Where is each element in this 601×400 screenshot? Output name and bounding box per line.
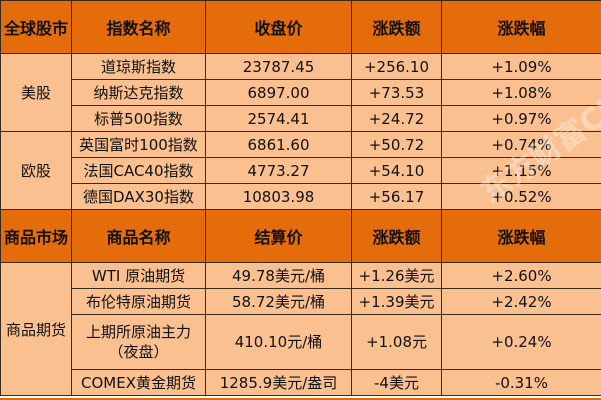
commodity-name: 布伦特原油期货 bbox=[71, 288, 206, 315]
header-row: 全球股市 指数名称 收盘价 涨跌额 涨跌幅 bbox=[0, 0, 601, 54]
index-name: 道琼斯指数 bbox=[71, 53, 206, 80]
change-percent: +1.08% bbox=[441, 79, 601, 106]
table-row: 美股 道琼斯指数 23787.45 +256.10 +1.09% bbox=[0, 53, 601, 132]
table-row: 标普500指数 2574.41 +24.72 +0.97% bbox=[1, 105, 601, 132]
column-header: 涨跌幅 bbox=[441, 209, 601, 263]
column-header: 指数名称 bbox=[71, 0, 206, 54]
commodity-name: COMEX黄金期货 bbox=[71, 369, 206, 396]
change-percent: +0.74% bbox=[441, 131, 601, 158]
table-row: COMEX黄金期货 1285.9美元/盎司 -4美元 -0.31% bbox=[1, 369, 601, 396]
header-row: 商品市场 商品名称 结算价 涨跌额 涨跌幅 bbox=[0, 209, 601, 263]
table-row: 上期所原油主力（夜盘） 410.10元/桶 +1.08元 +0.24% bbox=[1, 314, 601, 370]
group-label: 商品期货 bbox=[0, 262, 72, 396]
settle-price: 1285.9美元/盎司 bbox=[205, 369, 352, 396]
group-label: 欧股 bbox=[0, 131, 72, 210]
close-price: 10803.98 bbox=[205, 183, 352, 210]
change-percent: +0.97% bbox=[441, 105, 601, 132]
change-percent: +0.24% bbox=[441, 314, 601, 370]
table-row: 纳斯达克指数 6897.00 +73.53 +1.08% bbox=[1, 79, 601, 106]
settle-price: 49.78美元/桶 bbox=[205, 262, 352, 289]
column-header: 商品市场 bbox=[0, 209, 72, 263]
index-name: 纳斯达克指数 bbox=[71, 79, 206, 106]
close-price: 6897.00 bbox=[205, 79, 352, 106]
column-header: 全球股市 bbox=[0, 0, 72, 54]
settle-price: 410.10元/桶 bbox=[205, 314, 352, 370]
change-percent: -0.31% bbox=[441, 369, 601, 396]
settle-price: 58.72美元/桶 bbox=[205, 288, 352, 315]
change-amount: +256.10 bbox=[351, 53, 442, 80]
column-header: 结算价 bbox=[205, 209, 352, 263]
index-name: 英国富时100指数 bbox=[71, 131, 206, 158]
column-header: 商品名称 bbox=[71, 209, 206, 263]
table-row: 商品期货 WTI 原油期货 49.78美元/桶 +1.26美元 +2.60% bbox=[0, 262, 601, 396]
change-amount: +73.53 bbox=[351, 79, 442, 106]
close-price: 4773.27 bbox=[205, 157, 352, 184]
group-label: 美股 bbox=[0, 53, 72, 132]
change-percent: +0.52% bbox=[441, 183, 601, 210]
change-amount: +1.08元 bbox=[351, 314, 442, 370]
change-amount: -4美元 bbox=[351, 369, 442, 396]
change-amount: +56.17 bbox=[351, 183, 442, 210]
index-name: 德国DAX30指数 bbox=[71, 183, 206, 210]
commodity-name: WTI 原油期货 bbox=[71, 262, 206, 289]
bottom-border bbox=[0, 398, 601, 400]
close-price: 2574.41 bbox=[205, 105, 352, 132]
change-amount: +24.72 bbox=[351, 105, 442, 132]
index-name: 标普500指数 bbox=[71, 105, 206, 132]
table-row: 布伦特原油期货 58.72美元/桶 +1.39美元 +2.42% bbox=[1, 288, 601, 315]
commodity-name: 上期所原油主力（夜盘） bbox=[71, 314, 206, 370]
index-name: 法国CAC40指数 bbox=[71, 157, 206, 184]
change-amount: +50.72 bbox=[351, 131, 442, 158]
close-price: 6861.60 bbox=[205, 131, 352, 158]
table-row: 法国CAC40指数 4773.27 +54.10 +1.15% bbox=[1, 157, 601, 184]
change-percent: +1.09% bbox=[441, 53, 601, 80]
change-percent: +2.60% bbox=[441, 262, 601, 289]
change-amount: +1.39美元 bbox=[351, 288, 442, 315]
change-amount: +54.10 bbox=[351, 157, 442, 184]
change-amount: +1.26美元 bbox=[351, 262, 442, 289]
column-header: 涨跌幅 bbox=[441, 0, 601, 54]
close-price: 23787.45 bbox=[205, 53, 352, 80]
change-percent: +1.15% bbox=[441, 157, 601, 184]
column-header: 收盘价 bbox=[205, 0, 352, 54]
table-row: 德国DAX30指数 10803.98 +56.17 +0.52% bbox=[1, 183, 601, 210]
column-header: 涨跌额 bbox=[351, 0, 442, 54]
change-percent: +2.42% bbox=[441, 288, 601, 315]
table-row: 欧股 英国富时100指数 6861.60 +50.72 +0.74% bbox=[0, 131, 601, 210]
column-header: 涨跌额 bbox=[351, 209, 442, 263]
